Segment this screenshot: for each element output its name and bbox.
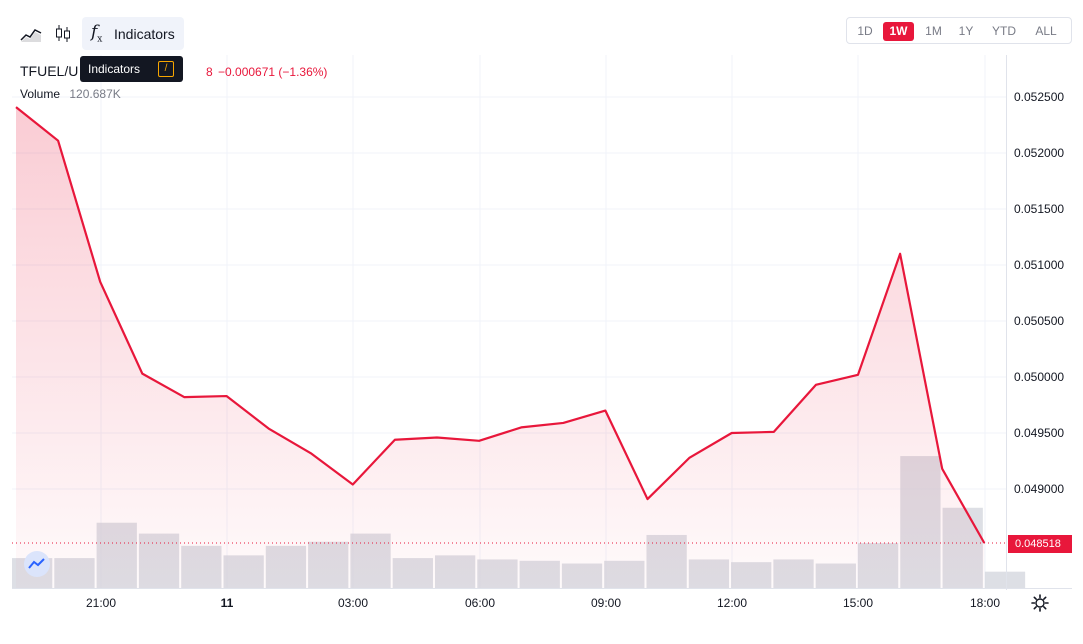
x-tick-label: 18:00 <box>970 596 1000 610</box>
y-tick-label: 0.051500 <box>1014 202 1064 216</box>
last-price-value: 0.048518 <box>1015 538 1061 550</box>
x-tick-label: 09:00 <box>591 596 621 610</box>
tooltip-shortcut: / <box>158 61 174 77</box>
price-line <box>15 106 986 544</box>
x-tick-label: 15:00 <box>843 596 873 610</box>
y-tick-label: 0.052500 <box>1014 90 1064 104</box>
y-tick-label: 0.051000 <box>1014 258 1064 272</box>
range-1y[interactable]: 1Y <box>958 24 974 38</box>
range-all[interactable]: ALL <box>1035 24 1057 38</box>
legend-volume-row: Volume 120.687K <box>20 87 121 101</box>
tooltip-text: Indicators <box>88 62 141 76</box>
range-1d[interactable]: 1D <box>857 24 873 38</box>
price-fragment: 8 <box>206 65 213 79</box>
y-tick-label: 0.049000 <box>1014 482 1064 496</box>
y-tick-label: 0.050000 <box>1014 370 1064 384</box>
price-area <box>16 107 985 588</box>
range-selector: 1D 1W 1M 1Y YTD ALL <box>846 17 1072 44</box>
indicators-button[interactable]: fx Indicators <box>82 17 184 50</box>
price-change: −0.000671 (−1.36%) <box>218 65 328 79</box>
indicators-button-label: Indicators <box>114 26 175 42</box>
symbol-label[interactable]: TFUEL/U <box>20 63 79 79</box>
x-tick-label: 06:00 <box>465 596 495 610</box>
legend-symbol-row: TFUEL/U 8 −0.000671 (−1.36%) <box>20 63 327 79</box>
y-tick-label: 0.052000 <box>1014 146 1064 160</box>
range-1w[interactable]: 1W <box>883 22 914 41</box>
top-toolbar: fx Indicators 1D 1W 1M 1Y YTD ALL <box>0 0 1083 60</box>
last-price-tag: 0.048518 <box>1008 535 1072 553</box>
x-tick-label: 12:00 <box>717 596 747 610</box>
volume-value: 120.687K <box>69 87 121 101</box>
y-tick-label: 0.050500 <box>1014 314 1064 328</box>
fx-icon: fx <box>91 22 103 45</box>
gear-icon[interactable] <box>1030 593 1050 613</box>
range-1m[interactable]: 1M <box>925 24 942 38</box>
volume-label: Volume <box>20 87 61 101</box>
x-tick-label: 11 <box>221 596 234 610</box>
y-tick-label: 0.049500 <box>1014 426 1064 440</box>
area-chart-icon[interactable] <box>20 22 42 44</box>
range-ytd[interactable]: YTD <box>992 24 1016 38</box>
indicators-tooltip: Indicators / <box>80 56 183 82</box>
candles-icon[interactable] <box>52 22 74 44</box>
x-tick-label: 21:00 <box>86 596 116 610</box>
volume-bar <box>984 571 1026 588</box>
x-tick-label: 03:00 <box>338 596 368 610</box>
tradingview-logo-icon[interactable] <box>24 551 50 577</box>
